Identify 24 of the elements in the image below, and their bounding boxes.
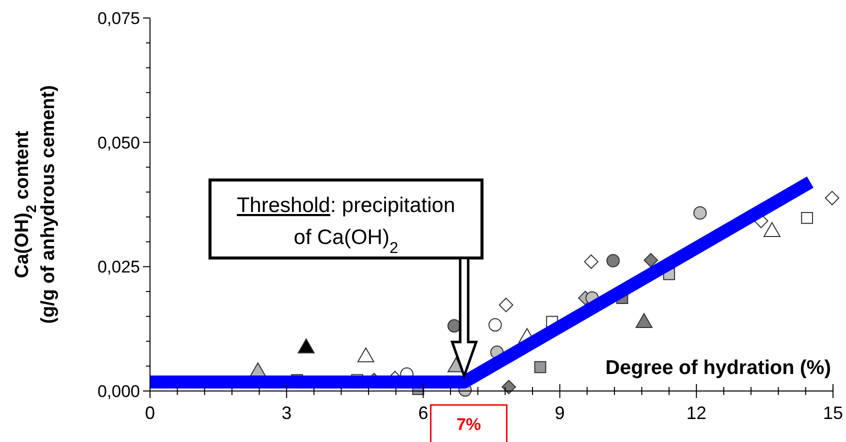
- x-tick-label: 3: [282, 403, 292, 423]
- annotation: 7%: [456, 415, 482, 434]
- point: [584, 254, 598, 269]
- x-tick-label: 9: [554, 403, 565, 423]
- point: [644, 252, 658, 268]
- y-tick-label: 0,075: [97, 9, 140, 28]
- point: [801, 212, 814, 224]
- y-tick-label: 0,000: [97, 382, 140, 401]
- point: [824, 190, 840, 206]
- x-tick-label: 12: [686, 403, 706, 423]
- point: [534, 361, 546, 374]
- x-tick-label: 6: [418, 403, 428, 423]
- point: [447, 319, 461, 333]
- point: [498, 298, 514, 312]
- x-tick-label: 0: [144, 403, 156, 423]
- annotation: Threshold: precipitation of Ca(OH)$_{2}$: [236, 194, 456, 256]
- point: [693, 206, 707, 220]
- y-tick-label: 0,050: [97, 133, 140, 152]
- point: [502, 380, 516, 394]
- point: [606, 254, 620, 268]
- y-tick-label: 0,025: [97, 258, 140, 277]
- point: [488, 318, 502, 332]
- x-axis-title: Degree of hydration (%): [605, 357, 831, 379]
- x-tick-label: 15: [822, 403, 844, 423]
